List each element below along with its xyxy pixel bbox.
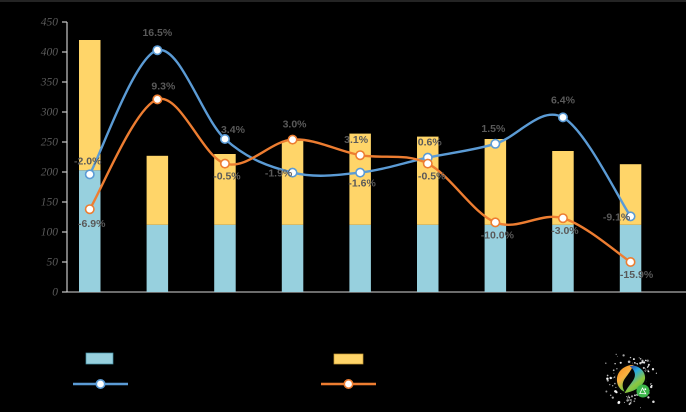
svg-text:200: 200 bbox=[41, 167, 59, 179]
svg-text:250: 250 bbox=[41, 137, 59, 149]
svg-text:400: 400 bbox=[41, 47, 59, 59]
svg-text:0.6%: 0.6% bbox=[418, 137, 443, 149]
svg-text:3.4%: 3.4% bbox=[221, 124, 246, 136]
svg-text:-0.5%: -0.5% bbox=[213, 171, 241, 183]
svg-text:-15.9%: -15.9% bbox=[620, 269, 654, 281]
svg-text:-2.0%: -2.0% bbox=[74, 155, 102, 167]
svg-text:-1.6%: -1.6% bbox=[348, 178, 376, 190]
svg-text:-6.9%: -6.9% bbox=[78, 218, 106, 230]
svg-text:0: 0 bbox=[52, 287, 58, 299]
svg-text:-1.9%: -1.9% bbox=[265, 168, 293, 180]
svg-text:300: 300 bbox=[40, 107, 59, 119]
svg-text:-0.5%: -0.5% bbox=[418, 171, 446, 183]
svg-text:-3.0%: -3.0% bbox=[551, 225, 579, 237]
svg-text:350: 350 bbox=[40, 77, 59, 89]
svg-text:450: 450 bbox=[41, 17, 59, 29]
svg-text:3.0%: 3.0% bbox=[283, 119, 308, 131]
svg-text:150: 150 bbox=[41, 197, 59, 209]
svg-text:16.5%: 16.5% bbox=[142, 27, 172, 39]
svg-text:9.3%: 9.3% bbox=[151, 80, 176, 92]
svg-text:-10.0%: -10.0% bbox=[481, 229, 515, 241]
svg-text:1.5%: 1.5% bbox=[481, 123, 506, 135]
svg-text:-9.1%: -9.1% bbox=[603, 211, 631, 223]
svg-text:3.1%: 3.1% bbox=[344, 134, 369, 146]
svg-text:100: 100 bbox=[41, 227, 59, 239]
svg-text:50: 50 bbox=[47, 257, 59, 269]
svg-text:6.4%: 6.4% bbox=[551, 94, 576, 106]
